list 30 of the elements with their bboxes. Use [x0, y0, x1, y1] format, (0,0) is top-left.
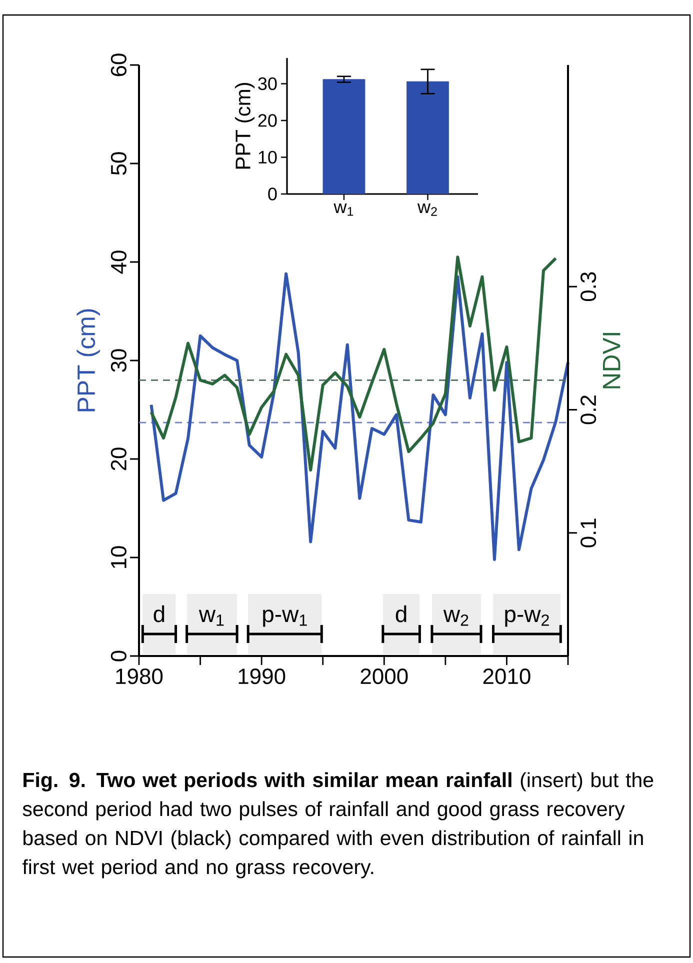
- y2-tick-label: 0.3: [580, 272, 596, 302]
- y2-axis-title: NDVI: [602, 332, 620, 388]
- y-tick-label: 30: [110, 349, 126, 372]
- x-tick-label: 2000: [360, 668, 408, 684]
- y-tick-label: 50: [110, 152, 126, 175]
- y-tick-label: 10: [258, 150, 277, 164]
- y2-tick-label: 0.2: [580, 396, 596, 424]
- x-tick-label: 2010: [483, 668, 530, 684]
- y-tick-label: 0: [268, 188, 277, 200]
- y-tick-label: 60: [110, 54, 126, 76]
- band-label: w$_{1}$: [198, 610, 224, 626]
- y2-tick-label: 0.1: [580, 518, 596, 548]
- y-axis-title: PPT (cm): [235, 82, 255, 169]
- band-label: d: [154, 605, 164, 622]
- y-tick-label: 40: [110, 250, 126, 274]
- y-tick-label: 20: [258, 114, 277, 127]
- x-tick-label: 1990: [238, 668, 286, 684]
- line-series: [150, 272, 570, 561]
- band-label: d: [396, 605, 406, 622]
- y-tick-label: 30: [258, 77, 277, 90]
- y-tick-label: 0: [110, 650, 126, 662]
- band-label: p-w$_{1}$: [263, 610, 307, 627]
- line-series: [150, 256, 558, 472]
- y-tick-label: 20: [110, 448, 126, 470]
- x-tick-label: 1980: [116, 668, 163, 684]
- y-axis-title: PPT (cm): [76, 309, 100, 412]
- band-label: w$_{2}$: [443, 610, 468, 626]
- y-tick-label: 10: [110, 546, 126, 568]
- band-label: p-w$_{2}$: [505, 610, 549, 627]
- text: Fig. 9. Two wet periods with similar mean rainfall (insert) but the second period had two pulses of rainfall and good grass recovery based on NDVI (black) compared with even distribution of rainfall in first wet period and no grass recovery.: [22, 772, 654, 878]
